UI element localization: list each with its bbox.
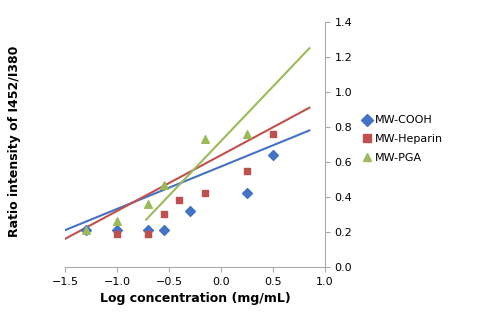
Point [144, 231, 152, 236]
Text: Ratio intensity of I452/I380: Ratio intensity of I452/I380 [8, 46, 22, 237]
X-axis label: Log concentration (mg/mL): Log concentration (mg/mL) [100, 292, 290, 305]
Point [202, 191, 209, 196]
Point [243, 132, 251, 137]
Point [269, 132, 277, 137]
Point [243, 168, 251, 173]
Point [160, 228, 168, 233]
Point [113, 228, 121, 233]
Legend: MW-COOH, MW-Heparin, MW-PGA: MW-COOH, MW-Heparin, MW-PGA [362, 113, 446, 165]
Point [269, 152, 277, 157]
Point [160, 212, 168, 217]
Point [160, 182, 168, 187]
Point [176, 198, 184, 203]
Point [82, 228, 90, 233]
Point [186, 208, 194, 214]
Point [243, 191, 251, 196]
Point [144, 201, 152, 206]
Point [113, 231, 121, 236]
Point [144, 228, 152, 233]
Point [202, 137, 209, 142]
Point [82, 228, 90, 233]
Point [113, 219, 121, 224]
